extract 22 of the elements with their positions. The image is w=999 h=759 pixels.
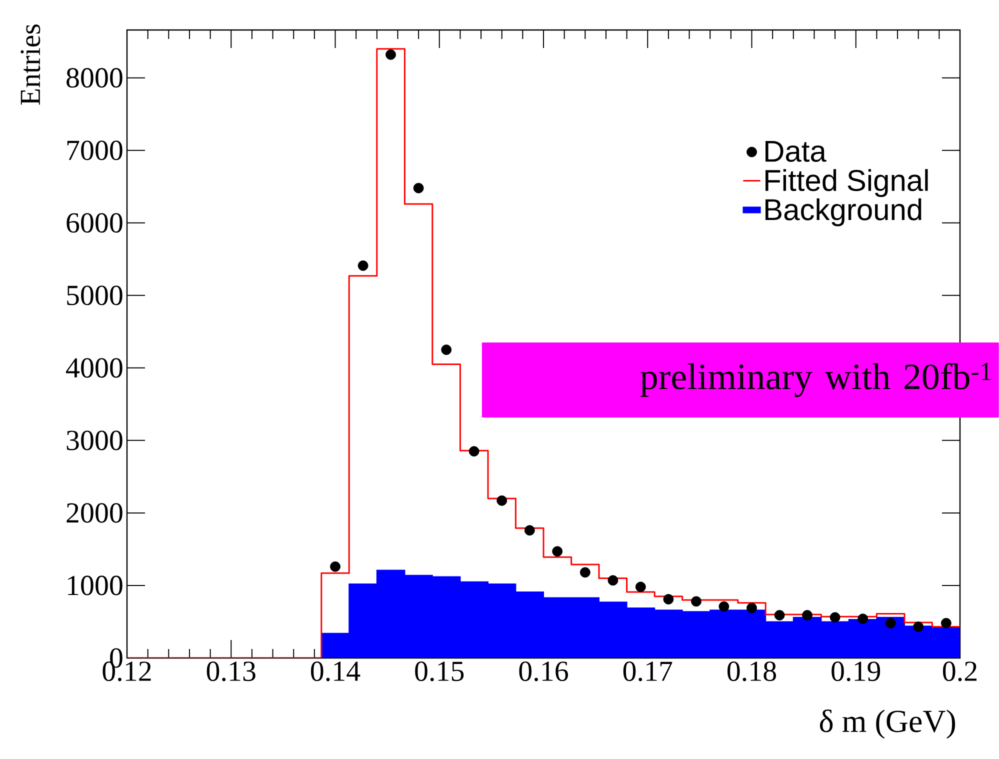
x-axis-title: δ m (GeV) bbox=[820, 710, 956, 739]
x-tick-label: 0.15 bbox=[415, 662, 464, 682]
y-tick-label: 6000 bbox=[66, 213, 122, 233]
legend-label: Fitted Signal bbox=[766, 169, 928, 198]
y-tick-label: 8000 bbox=[66, 68, 122, 88]
legend-label: Background bbox=[766, 198, 922, 226]
y-tick-label: 3000 bbox=[66, 430, 122, 450]
x-tick-label: 0.13 bbox=[206, 662, 256, 682]
x-tick-label: 0.14 bbox=[310, 662, 360, 682]
y-tick-label: 5000 bbox=[67, 286, 122, 306]
annotation: preliminary with 20fb$^{-1}$ bbox=[640, 362, 991, 398]
y-tick-label: 7000 bbox=[67, 140, 122, 160]
x-tick-label: 0.18 bbox=[727, 662, 776, 682]
legend-label: Data bbox=[766, 140, 826, 162]
y-tick-label: 2000 bbox=[66, 503, 122, 523]
y-axis-title: Entries bbox=[20, 24, 40, 105]
x-tick-label: 0.2 bbox=[942, 662, 977, 682]
x-tick-label: 0.16 bbox=[519, 662, 568, 682]
y-tick-label: 1000 bbox=[68, 576, 122, 596]
x-tick-label: 0.17 bbox=[623, 662, 672, 682]
y-tick-label: 4000 bbox=[66, 358, 122, 378]
x-tick-label: 0.19 bbox=[832, 662, 880, 682]
